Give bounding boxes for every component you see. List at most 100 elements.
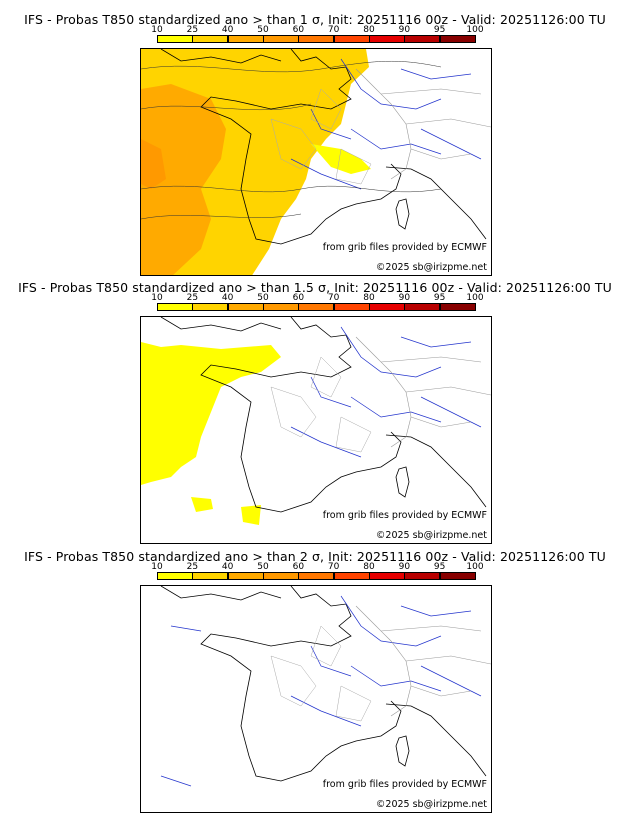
panel-2: IFS - Probas T850 standardized ano > tha… xyxy=(0,268,630,544)
panel-title: IFS - Probas T850 standardized ano > tha… xyxy=(18,280,612,295)
borders xyxy=(355,336,491,448)
credit-copyright: ©2025 sb@irizpme.net xyxy=(375,799,487,810)
colorbar-tick-label: 10 xyxy=(151,562,163,572)
colorbar-tick-label: 40 xyxy=(221,293,234,303)
probability-map: from grib files provided by ECMWF ©2025 … xyxy=(140,48,492,276)
credit-copyright: ©2025 sb@irizpme.net xyxy=(375,262,487,273)
colorbar xyxy=(157,35,476,43)
credit-source: from grib files provided by ECMWF xyxy=(322,779,487,790)
rivers xyxy=(160,595,482,787)
colorbar-tick-label: 40 xyxy=(221,562,234,572)
colorbar-tick-label: 70 xyxy=(327,293,340,303)
regions xyxy=(270,356,372,453)
coastline-italy xyxy=(385,703,487,777)
colorbar-ticks: 10 25 40 50 60 70 80 90 95 100 xyxy=(0,293,630,303)
credit-source: from grib files provided by ECMWF xyxy=(322,242,487,253)
colorbar-segment xyxy=(333,303,370,311)
colorbar-segment xyxy=(369,572,406,580)
colorbar-segment xyxy=(439,572,476,580)
colorbar-segment xyxy=(333,35,370,43)
colorbar-tick-label: 60 xyxy=(292,25,305,35)
coastline xyxy=(200,586,402,782)
coastline-corsica xyxy=(395,466,410,498)
colorbar-segment xyxy=(404,35,441,43)
colorbar-tick-label: 95 xyxy=(433,293,446,303)
colorbar-tick-label: 80 xyxy=(363,562,375,572)
coastline-uk xyxy=(160,49,282,64)
colorbar-tick-label: 60 xyxy=(292,562,305,572)
rivers xyxy=(290,326,482,458)
colorbar-segment xyxy=(157,35,194,43)
borders xyxy=(355,68,491,180)
colorbar-segment xyxy=(333,572,370,580)
colorbar-segment xyxy=(263,35,300,43)
colorbar-segment xyxy=(192,303,229,311)
colorbar-segment xyxy=(369,35,406,43)
panel-title: IFS - Probas T850 standardized ano > tha… xyxy=(24,549,606,564)
colorbar-segment xyxy=(192,572,229,580)
colorbar-tick-label: 90 xyxy=(398,25,411,35)
colorbar-tick-label: 95 xyxy=(433,25,446,35)
coastline xyxy=(200,317,402,513)
rivers xyxy=(290,58,482,190)
colorbar-segment xyxy=(439,303,476,311)
colorbar-ticks: 10 25 40 50 60 70 80 90 95 100 xyxy=(0,562,630,572)
colorbar-tick-label: 50 xyxy=(257,25,269,35)
probability-map: from grib files provided by ECMWF ©2025 … xyxy=(140,585,492,813)
coastline-uk xyxy=(160,586,282,601)
map-svg xyxy=(160,586,491,787)
colorbar-tick-label: 10 xyxy=(151,25,163,35)
colorbar-segment xyxy=(227,303,264,311)
colorbar-tick-label: 80 xyxy=(363,293,375,303)
colorbar-segment xyxy=(192,35,229,43)
colorbar-segment xyxy=(157,303,194,311)
colorbar-tick-label: 25 xyxy=(186,25,199,35)
colorbar-tick-label: 100 xyxy=(466,25,484,35)
proba-fill-yellow-2 xyxy=(191,497,261,525)
colorbar-tick-label: 70 xyxy=(327,25,340,35)
colorbar xyxy=(157,572,476,580)
colorbar-tick-label: 95 xyxy=(433,562,446,572)
proba-fill-yellow xyxy=(141,342,281,485)
credit-copyright: ©2025 sb@irizpme.net xyxy=(375,530,487,541)
regions xyxy=(270,625,372,722)
colorbar-segment xyxy=(227,35,264,43)
coastline-corsica xyxy=(395,735,410,767)
coastline-italy xyxy=(385,166,487,240)
colorbar-segment xyxy=(439,35,476,43)
proba-fill-orange xyxy=(141,84,226,275)
colorbar-segment xyxy=(157,572,194,580)
coastline-uk xyxy=(160,317,282,332)
colorbar-ticks: 10 25 40 50 60 70 80 90 95 100 xyxy=(0,25,630,35)
colorbar-segment xyxy=(298,303,335,311)
colorbar-tick-label: 50 xyxy=(257,562,269,572)
colorbar xyxy=(157,303,476,311)
panel-title: IFS - Probas T850 standardized ano > tha… xyxy=(24,12,606,27)
colorbar-tick-label: 100 xyxy=(466,562,484,572)
colorbar-segment xyxy=(263,303,300,311)
colorbar-tick-label: 25 xyxy=(186,293,199,303)
coastline-italy xyxy=(385,434,487,508)
colorbar-tick-label: 25 xyxy=(186,562,199,572)
colorbar-tick-label: 70 xyxy=(327,562,340,572)
colorbar-segment xyxy=(263,572,300,580)
coastline-corsica xyxy=(395,198,410,230)
map-svg xyxy=(141,49,491,275)
colorbar-tick-label: 60 xyxy=(292,293,305,303)
colorbar-tick-label: 90 xyxy=(398,562,411,572)
colorbar-tick-label: 90 xyxy=(398,293,411,303)
coastline xyxy=(200,49,402,245)
panel-3: IFS - Probas T850 standardized ano > tha… xyxy=(0,537,630,817)
colorbar-segment xyxy=(227,572,264,580)
proba-fill-orange-2 xyxy=(141,139,166,189)
colorbar-segment xyxy=(298,35,335,43)
colorbar-segment xyxy=(404,303,441,311)
panel-1: IFS - Probas T850 standardized ano > tha… xyxy=(0,0,630,276)
colorbar-tick-label: 50 xyxy=(257,293,269,303)
colorbar-tick-label: 80 xyxy=(363,25,375,35)
regions xyxy=(270,88,372,185)
probability-map: from grib files provided by ECMWF ©2025 … xyxy=(140,316,492,544)
colorbar-segment xyxy=(298,572,335,580)
map-svg xyxy=(141,317,491,525)
isolines xyxy=(141,61,442,220)
